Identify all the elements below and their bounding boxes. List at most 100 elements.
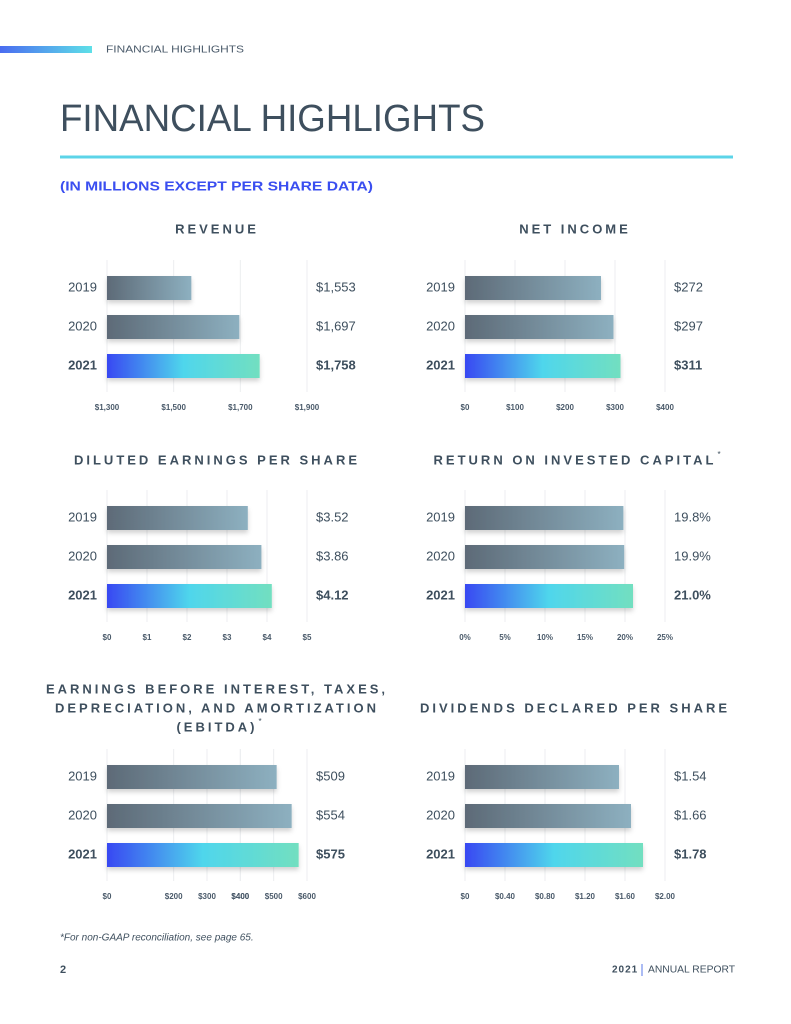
x-tick-label: 10% xyxy=(537,633,553,642)
value-label: 21.0% xyxy=(674,587,711,602)
value-label: $1,553 xyxy=(316,279,356,294)
section-label: FINANCIAL HIGHLIGHTS xyxy=(106,45,244,56)
value-label: 19.8% xyxy=(674,509,711,524)
category-label: 2019 xyxy=(68,279,97,294)
x-tick-label: $100 xyxy=(506,403,524,412)
x-tick-label: $0 xyxy=(461,403,470,412)
x-tick-label: $200 xyxy=(165,892,183,901)
bar xyxy=(465,315,614,339)
x-tick-label: $2.00 xyxy=(655,892,676,901)
bar xyxy=(107,315,240,339)
x-tick-label: 15% xyxy=(577,633,593,642)
bar xyxy=(465,804,631,828)
title-note: * xyxy=(259,717,262,726)
value-label: $1.54 xyxy=(674,768,707,783)
x-tick-label: 5% xyxy=(499,633,511,642)
x-tick-label: $0 xyxy=(103,633,112,642)
page-number: 2 xyxy=(60,964,66,976)
footnote: *For non-GAAP reconciliation, see page 6… xyxy=(60,933,254,944)
x-tick-label: $4 xyxy=(263,633,272,642)
bar xyxy=(465,765,619,789)
category-label: 2019 xyxy=(426,279,455,294)
category-label: 2020 xyxy=(426,318,455,333)
x-tick-label: $0.40 xyxy=(495,892,516,901)
category-label: 2021 xyxy=(68,587,97,602)
category-label: 2021 xyxy=(426,846,455,861)
x-tick-label: $1.20 xyxy=(575,892,596,901)
x-tick-label: $200 xyxy=(556,403,574,412)
category-label: 2020 xyxy=(68,318,97,333)
x-tick-label: $3 xyxy=(223,633,232,642)
x-tick-label: 25% xyxy=(657,633,673,642)
x-tick-label: $400 xyxy=(231,892,249,901)
value-label: 19.9% xyxy=(674,548,711,563)
footer-report: ANNUAL REPORT xyxy=(648,965,735,976)
value-label: $311 xyxy=(674,357,702,372)
x-tick-label: $1 xyxy=(143,633,152,642)
value-label: $272 xyxy=(674,279,703,294)
bar xyxy=(465,584,633,608)
x-tick-label: $400 xyxy=(656,403,674,412)
x-tick-label: $300 xyxy=(198,892,216,901)
value-label: $575 xyxy=(316,846,345,861)
x-tick-label: $1,900 xyxy=(295,403,320,412)
value-label: $1.78 xyxy=(674,846,707,861)
x-tick-label: $0.80 xyxy=(535,892,556,901)
x-tick-label: $0 xyxy=(461,892,470,901)
category-label: 2019 xyxy=(68,768,97,783)
category-label: 2021 xyxy=(426,357,455,372)
x-tick-label: $0 xyxy=(103,892,112,901)
category-label: 2020 xyxy=(426,807,455,822)
footer-year: 2021 xyxy=(612,965,638,976)
category-label: 2020 xyxy=(426,548,455,563)
x-tick-label: 20% xyxy=(617,633,633,642)
category-label: 2021 xyxy=(426,587,455,602)
value-label: $3.86 xyxy=(316,548,349,563)
category-label: 2019 xyxy=(426,509,455,524)
subtitle: (IN MILLIONS EXCEPT PER SHARE DATA) xyxy=(60,178,373,193)
x-tick-label: $1,500 xyxy=(161,403,186,412)
x-tick-label: 0% xyxy=(459,633,471,642)
bar xyxy=(107,765,277,789)
category-label: 2020 xyxy=(68,548,97,563)
value-label: $4.12 xyxy=(316,587,349,602)
bar xyxy=(465,843,643,867)
x-tick-label: $300 xyxy=(606,403,624,412)
x-tick-label: $600 xyxy=(298,892,316,901)
value-label: $1,758 xyxy=(316,357,356,372)
bar xyxy=(107,506,248,530)
category-label: 2021 xyxy=(68,846,97,861)
bar xyxy=(465,506,624,530)
category-label: 2021 xyxy=(68,357,97,372)
x-tick-label: $1,700 xyxy=(228,403,253,412)
x-tick-label: $1,300 xyxy=(95,403,120,412)
x-tick-label: $500 xyxy=(265,892,283,901)
title-note: * xyxy=(717,450,720,459)
bar xyxy=(107,545,262,569)
chart-title: RETURN ON INVESTED CAPITAL xyxy=(434,452,717,467)
chart-title: REVENUE xyxy=(175,221,259,236)
x-tick-label: $5 xyxy=(303,633,312,642)
category-label: 2019 xyxy=(68,509,97,524)
chart-title: NET INCOME xyxy=(519,221,631,236)
x-tick-label: $2 xyxy=(183,633,192,642)
chart-title: DILUTED EARNINGS PER SHARE xyxy=(74,452,360,467)
bar xyxy=(107,804,292,828)
bar xyxy=(107,584,272,608)
chart-title: EARNINGS BEFORE INTEREST, TAXES, xyxy=(46,681,388,696)
bar xyxy=(107,354,260,378)
header-bar xyxy=(0,46,92,53)
value-label: $3.52 xyxy=(316,509,349,524)
page-title: FINANCIAL HIGHLIGHTS xyxy=(60,98,485,140)
category-label: 2020 xyxy=(68,807,97,822)
chart-title: DIVIDENDS DECLARED PER SHARE xyxy=(420,700,730,715)
x-tick-label: $1.60 xyxy=(615,892,636,901)
bar xyxy=(465,354,621,378)
value-label: $1,697 xyxy=(316,318,356,333)
bar xyxy=(465,276,601,300)
value-label: $554 xyxy=(316,807,345,822)
bar xyxy=(107,843,299,867)
chart-title: (EBITDA) xyxy=(176,719,257,734)
bar xyxy=(465,545,625,569)
